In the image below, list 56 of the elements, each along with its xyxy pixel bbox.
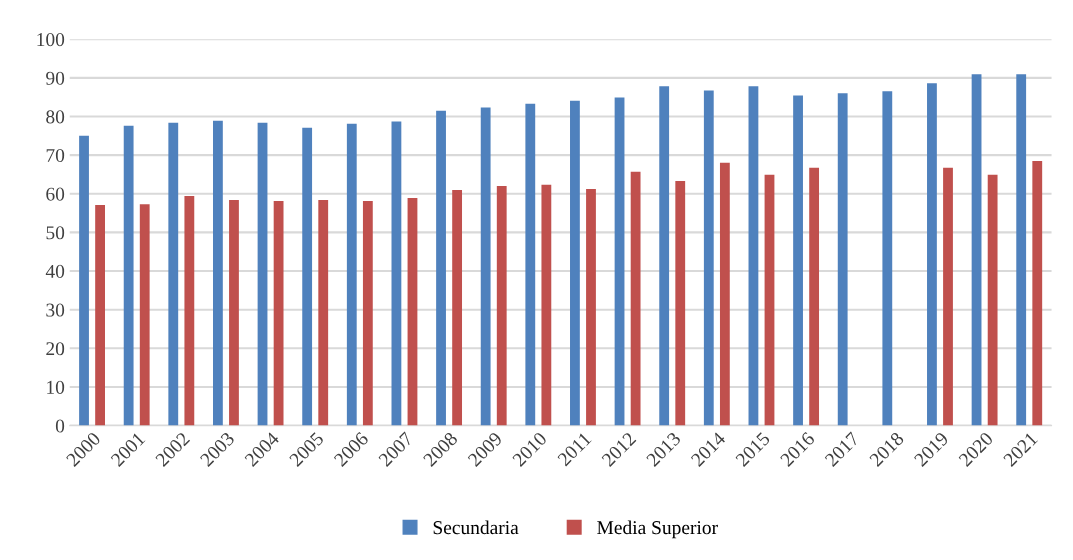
bar (971, 74, 982, 426)
y-tick-label: 30 (46, 303, 65, 317)
bar (570, 100, 580, 426)
y-tick-label: 90 (46, 71, 65, 85)
bar (630, 171, 641, 426)
bar (123, 125, 134, 426)
bar (346, 123, 357, 426)
bar (436, 110, 446, 426)
bar (675, 181, 686, 426)
bar (525, 103, 536, 426)
bar (407, 198, 418, 426)
bar (943, 167, 953, 426)
bar (764, 174, 775, 426)
y-tick-label: 50 (46, 226, 65, 240)
bar (184, 196, 195, 426)
bar (541, 184, 552, 426)
bar (229, 199, 239, 426)
legend-label: Media Superior (597, 520, 718, 539)
bar (318, 199, 329, 426)
bar (703, 90, 714, 426)
bar (987, 174, 998, 426)
bar (882, 91, 893, 426)
bar (391, 121, 402, 426)
x-tick-label: 2021 (1002, 431, 1039, 468)
bar (496, 186, 507, 426)
bar (748, 86, 759, 426)
bar (257, 122, 268, 426)
y-tick-label: 100 (37, 33, 65, 47)
bar (95, 204, 105, 426)
bar (362, 201, 373, 426)
y-tick-label: 20 (46, 342, 65, 356)
y-tick-label: 60 (46, 187, 65, 201)
bar (302, 127, 313, 426)
bar (809, 167, 820, 426)
bar (79, 135, 89, 426)
bar (586, 189, 596, 426)
y-tick-label: 40 (45, 264, 65, 278)
bar (837, 93, 848, 426)
bar (480, 107, 491, 426)
bar (139, 204, 150, 426)
bar (719, 162, 730, 426)
bar (452, 189, 463, 426)
bar (1016, 74, 1027, 426)
bar (659, 86, 670, 426)
bar (213, 120, 223, 426)
bar (927, 83, 937, 426)
y-tick-label: 80 (46, 110, 65, 124)
bar (1032, 160, 1043, 426)
y-tick-label: 70 (46, 148, 65, 163)
bar (168, 122, 179, 426)
y-tick-label: 0 (55, 419, 65, 433)
bar (273, 201, 284, 426)
bar (614, 97, 625, 426)
legend-label: Secundaria (433, 520, 519, 535)
bar (793, 95, 803, 426)
y-tick-label: 10 (47, 380, 65, 394)
